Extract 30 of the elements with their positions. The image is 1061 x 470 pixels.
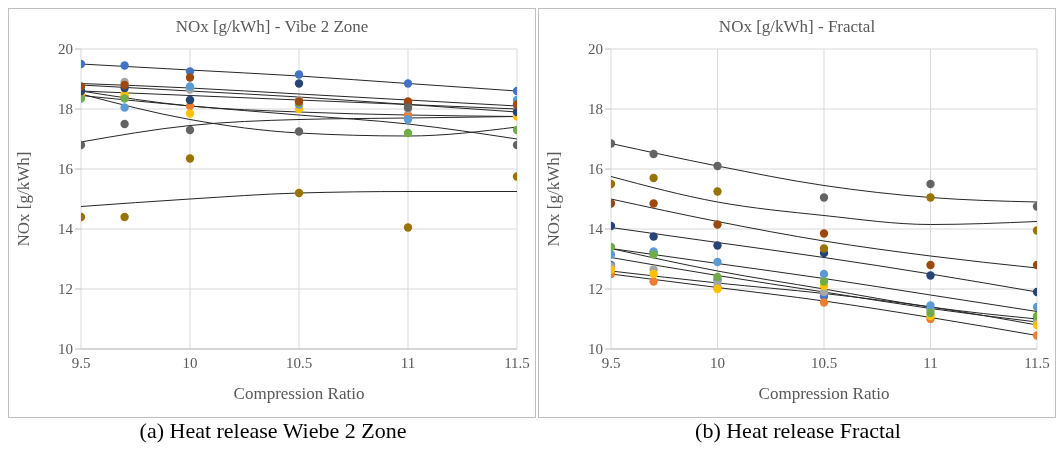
x-tick-label: 10.5 [285, 354, 313, 371]
y-tick-label: 14 [588, 221, 604, 238]
y-axis-title: NOx [g/kWh] [14, 151, 34, 247]
y-tick-label: 18 [58, 101, 73, 118]
x-tick-label: 11.5 [1024, 354, 1050, 371]
y-tick-label: 12 [58, 281, 73, 298]
x-axis-title: Compression Ratio [233, 384, 365, 403]
y-tick-label: 20 [58, 41, 73, 58]
y-axis-title: NOx [g/kWh] [544, 151, 564, 247]
x-tick-label: 10 [710, 354, 725, 371]
y-tick-label: 20 [588, 41, 603, 58]
y-tick-label: 16 [58, 161, 74, 178]
x-tick-label: 9.5 [601, 354, 621, 371]
x-tick-label: 11.5 [504, 354, 530, 371]
x-tick-label: 11 [400, 354, 416, 371]
y-tick-label: 18 [588, 101, 603, 118]
y-tick-label: 10 [588, 341, 603, 358]
chart-title: NOx [g/kWh] - Vibe 2 Zone [174, 16, 370, 38]
y-tick-label: 10 [58, 341, 73, 358]
y-tick-label: 14 [58, 221, 74, 238]
text: (a) Heat release Wiebe 2 Zone [138, 418, 408, 444]
x-axis-title: Compression Ratio [758, 384, 890, 403]
y-tick-label: 16 [588, 161, 604, 178]
x-tick-label: 9.5 [71, 354, 91, 371]
x-tick-label: 10.5 [810, 354, 838, 371]
x-tick-label: 10 [182, 354, 198, 371]
x-tick-label: 11 [923, 354, 938, 371]
chart-title: NOx [g/kWh] - Fractal [717, 16, 877, 38]
y-tick-label: 12 [588, 281, 603, 298]
text: (b) Heat release Fractal [694, 418, 902, 444]
